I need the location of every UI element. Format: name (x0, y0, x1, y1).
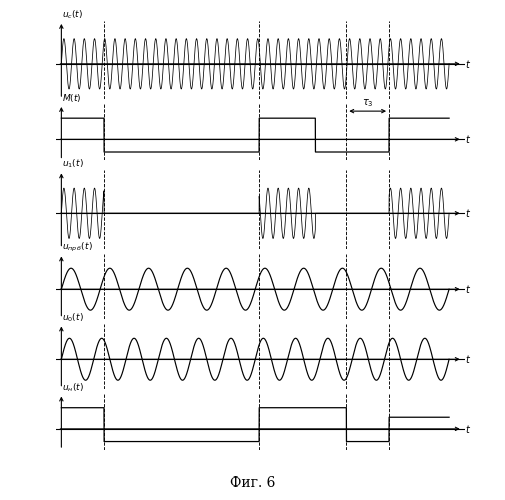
Text: $u_0(t)$: $u_0(t)$ (62, 311, 84, 324)
Text: $u_1(t)$: $u_1(t)$ (62, 158, 84, 170)
Text: $t$: $t$ (465, 208, 471, 220)
Text: $t$: $t$ (465, 58, 471, 70)
Text: $t$: $t$ (465, 283, 471, 295)
Text: $M(t)$: $M(t)$ (62, 92, 82, 104)
Text: Фиг. 6: Фиг. 6 (230, 476, 275, 490)
Text: $t$: $t$ (465, 353, 471, 365)
Text: $u_н(t)$: $u_н(t)$ (62, 381, 84, 394)
Text: $\tau_3$: $\tau_3$ (362, 97, 374, 109)
Text: $u_c(t)$: $u_c(t)$ (62, 8, 83, 21)
Text: $t$: $t$ (465, 423, 471, 435)
Text: $u_{пр\,б}(t)$: $u_{пр\,б}(t)$ (62, 240, 93, 254)
Text: $t$: $t$ (465, 134, 471, 145)
